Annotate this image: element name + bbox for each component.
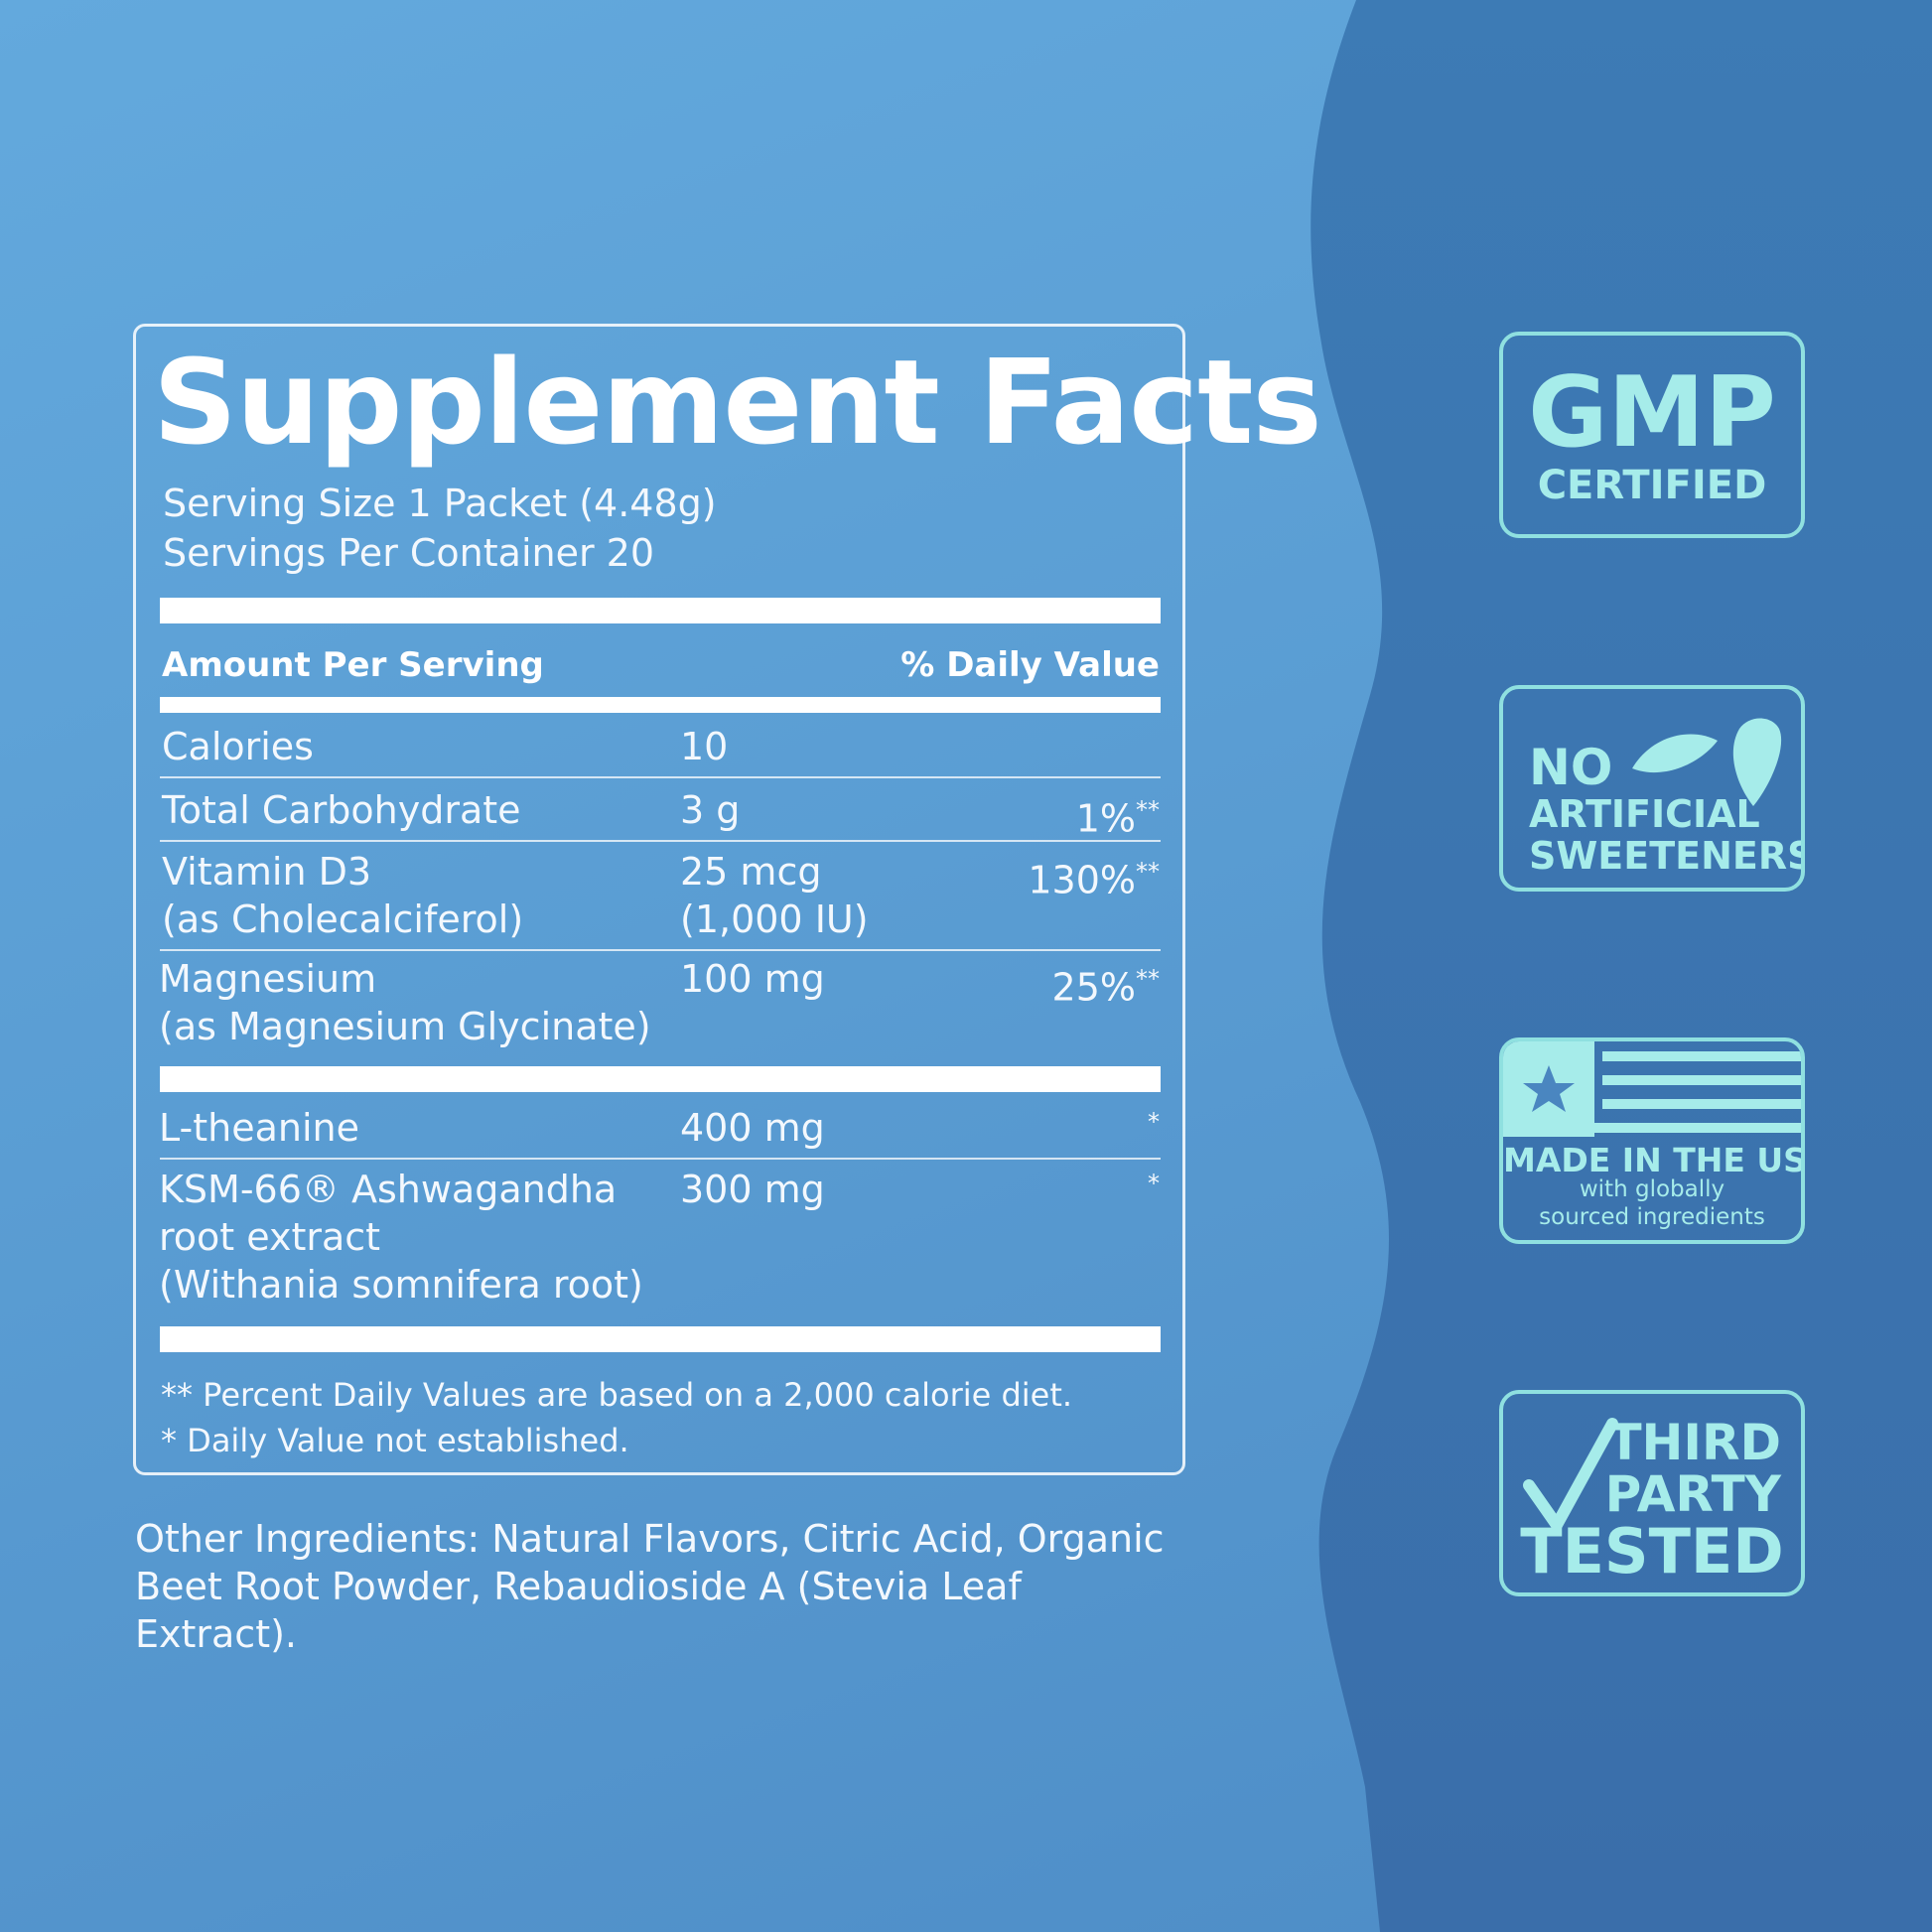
leaf-icon <box>1632 718 1782 806</box>
medium-divider <box>160 697 1161 713</box>
row-amount: 300 mg <box>680 1168 825 1211</box>
thick-divider <box>160 1066 1161 1092</box>
other-ingredients: Other Ingredients: Natural Flavors, Citr… <box>135 1517 1165 1656</box>
row-name-latin: (Withania somnifera root) <box>159 1263 643 1307</box>
row-name: Vitamin D3 <box>162 850 372 894</box>
checkmark-icon <box>1523 1418 1618 1531</box>
thick-divider <box>160 1326 1161 1352</box>
row-amount-detail: (1,000 IU) <box>680 897 869 941</box>
row-name-detail: (as Cholecalciferol) <box>162 897 524 941</box>
badge-title: GMP <box>1528 356 1776 470</box>
row-name: Calories <box>162 725 314 768</box>
thick-divider <box>160 598 1161 623</box>
row-dv: 1%** <box>1075 796 1160 841</box>
badge-line-3: TESTED <box>1520 1515 1784 1587</box>
footnote-not-established: * Daily Value not established. <box>161 1422 629 1459</box>
flag-icon <box>1503 1041 1801 1137</box>
badge-line-2: ARTIFICIAL <box>1529 792 1760 836</box>
badge-line-3: SWEETENERS <box>1529 834 1805 878</box>
badge-subtitle: CERTIFIED <box>1537 463 1767 508</box>
badge-title: MADE IN THE USA <box>1503 1141 1805 1179</box>
row-amount: 25 mcg <box>680 850 822 894</box>
row-amount: 3 g <box>680 788 741 832</box>
badge-line-1: NO <box>1529 739 1613 796</box>
row-divider <box>160 949 1161 951</box>
row-amount: 10 <box>680 725 729 768</box>
row-dv: 25%** <box>1051 965 1160 1010</box>
row-divider <box>160 776 1161 778</box>
third-party-tested-badge: THIRD PARTY TESTED <box>1499 1390 1805 1596</box>
footnote-daily-values: ** Percent Daily Values are based on a 2… <box>161 1376 1073 1414</box>
row-dv: * <box>1148 1170 1160 1197</box>
serving-size: Serving Size 1 Packet (4.48g) <box>163 482 717 525</box>
row-name: L-theanine <box>159 1106 359 1150</box>
row-name-detail: root extract <box>159 1215 381 1259</box>
row-amount: 100 mg <box>680 957 825 1001</box>
badge-sub-2: sourced ingredients <box>1539 1204 1765 1230</box>
daily-value-header: % Daily Value <box>900 645 1160 685</box>
badge-line-2: PARTY <box>1604 1465 1781 1523</box>
made-in-usa-badge: MADE IN THE USA with globally sourced in… <box>1499 1037 1805 1244</box>
row-amount: 400 mg <box>680 1106 825 1150</box>
row-name-detail: (as Magnesium Glycinate) <box>159 1005 651 1048</box>
row-name: Magnesium <box>159 957 377 1001</box>
row-divider <box>160 840 1161 842</box>
badge-sub-1: with globally <box>1579 1176 1725 1202</box>
row-divider <box>160 1158 1161 1160</box>
facts-title: Supplement Facts <box>153 334 1322 471</box>
star-icon <box>1523 1065 1575 1112</box>
badge-line-1: THIRD <box>1607 1414 1781 1471</box>
row-name: Total Carbohydrate <box>162 788 521 832</box>
row-dv: 130%** <box>1028 858 1160 902</box>
servings-per-container: Servings Per Container 20 <box>163 531 655 575</box>
no-artificial-sweeteners-badge: NO ARTIFICIAL SWEETENERS <box>1499 685 1805 892</box>
gmp-certified-badge: GMP CERTIFIED <box>1499 332 1805 538</box>
row-name: KSM-66® Ashwagandha <box>159 1168 618 1211</box>
supplement-facts-panel <box>133 324 1185 1475</box>
amount-per-serving-header: Amount Per Serving <box>162 645 544 685</box>
row-dv: * <box>1148 1108 1160 1136</box>
